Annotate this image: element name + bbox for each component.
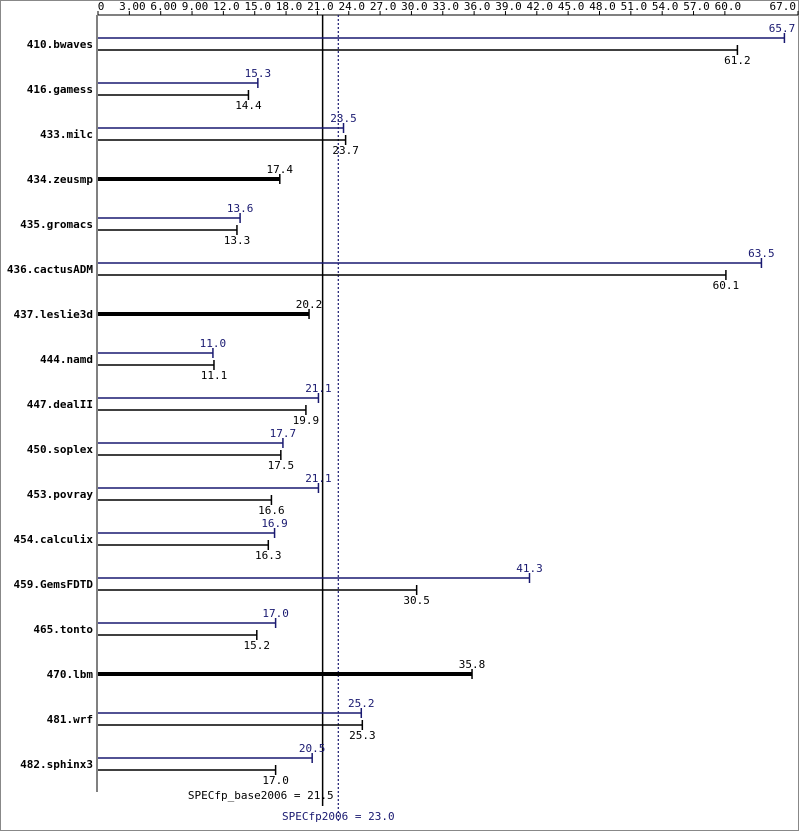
x-tick-label: 51.0 — [621, 0, 648, 13]
value-label: 35.8 — [459, 658, 486, 671]
value-label: 25.2 — [348, 697, 375, 710]
x-tick-label: 27.0 — [370, 0, 397, 13]
x-tick-label: 30.0 — [401, 0, 428, 13]
category-label: 416.gamess — [27, 83, 93, 96]
value-label: 14.4 — [235, 99, 262, 112]
value-label: 13.6 — [227, 202, 254, 215]
x-tick-label: 9.00 — [182, 0, 209, 13]
category-label: 444.namd — [40, 353, 93, 366]
category-label: 433.milc — [40, 128, 93, 141]
x-tick-label: 57.0 — [683, 0, 710, 13]
value-label: 17.4 — [267, 163, 294, 176]
x-tick-label: 60.0 — [715, 0, 742, 13]
x-tick-label: 18.0 — [276, 0, 303, 13]
x-tick-label: 67.0 — [770, 0, 797, 13]
value-label: 11.1 — [201, 369, 228, 382]
x-tick-label: 24.0 — [338, 0, 365, 13]
category-label: 481.wrf — [47, 713, 93, 726]
value-label: 21.1 — [305, 382, 332, 395]
value-label: 20.5 — [299, 742, 326, 755]
x-tick-label: 3.00 — [119, 0, 146, 13]
value-label: 17.5 — [268, 459, 295, 472]
category-label: 454.calculix — [14, 533, 94, 546]
category-label: 437.leslie3d — [14, 308, 93, 321]
x-tick-label: 21.0 — [307, 0, 334, 13]
x-tick-label: 42.0 — [527, 0, 554, 13]
value-label: 21.1 — [305, 472, 332, 485]
value-label: 23.5 — [330, 112, 357, 125]
value-label: 16.6 — [258, 504, 285, 517]
category-label: 459.GemsFDTD — [14, 578, 94, 591]
reference-label: SPECfp2006 = 23.0 — [282, 810, 395, 823]
x-tick-label: 6.00 — [150, 0, 177, 13]
value-label: 19.9 — [293, 414, 320, 427]
x-tick-label: 0 — [98, 0, 105, 13]
value-label: 30.5 — [403, 594, 430, 607]
category-label: 470.lbm — [47, 668, 94, 681]
x-tick-label: 36.0 — [464, 0, 491, 13]
value-label: 23.7 — [332, 144, 359, 157]
reference-label: SPECfp_base2006 = 21.5 — [188, 789, 334, 802]
value-label: 16.3 — [255, 549, 282, 562]
category-label: 436.cactusADM — [7, 263, 93, 276]
category-label: 447.dealII — [27, 398, 93, 411]
value-label: 13.3 — [224, 234, 251, 247]
value-label: 65.7 — [769, 22, 796, 35]
value-label: 16.9 — [261, 517, 288, 530]
value-label: 41.3 — [516, 562, 543, 575]
x-tick-label: 33.0 — [433, 0, 460, 13]
x-tick-label: 15.0 — [244, 0, 271, 13]
value-label: 60.1 — [713, 279, 740, 292]
value-label: 15.2 — [244, 639, 271, 652]
category-label: 482.sphinx3 — [20, 758, 93, 771]
x-tick-label: 54.0 — [652, 0, 679, 13]
value-label: 11.0 — [200, 337, 227, 350]
category-label: 453.povray — [27, 488, 94, 501]
value-label: 20.2 — [296, 298, 323, 311]
category-label: 410.bwaves — [27, 38, 93, 51]
value-label: 15.3 — [245, 67, 272, 80]
category-label: 450.soplex — [27, 443, 94, 456]
value-label: 17.0 — [262, 774, 289, 787]
category-label: 434.zeusmp — [27, 173, 94, 186]
value-label: 17.0 — [262, 607, 289, 620]
category-label: 465.tonto — [33, 623, 93, 636]
x-tick-label: 48.0 — [589, 0, 616, 13]
x-tick-label: 45.0 — [558, 0, 585, 13]
value-label: 63.5 — [748, 247, 775, 260]
x-tick-label: 12.0 — [213, 0, 240, 13]
category-label: 435.gromacs — [20, 218, 93, 231]
value-label: 25.3 — [349, 729, 376, 742]
value-label: 61.2 — [724, 54, 751, 67]
value-label: 17.7 — [270, 427, 297, 440]
x-tick-label: 39.0 — [495, 0, 522, 13]
